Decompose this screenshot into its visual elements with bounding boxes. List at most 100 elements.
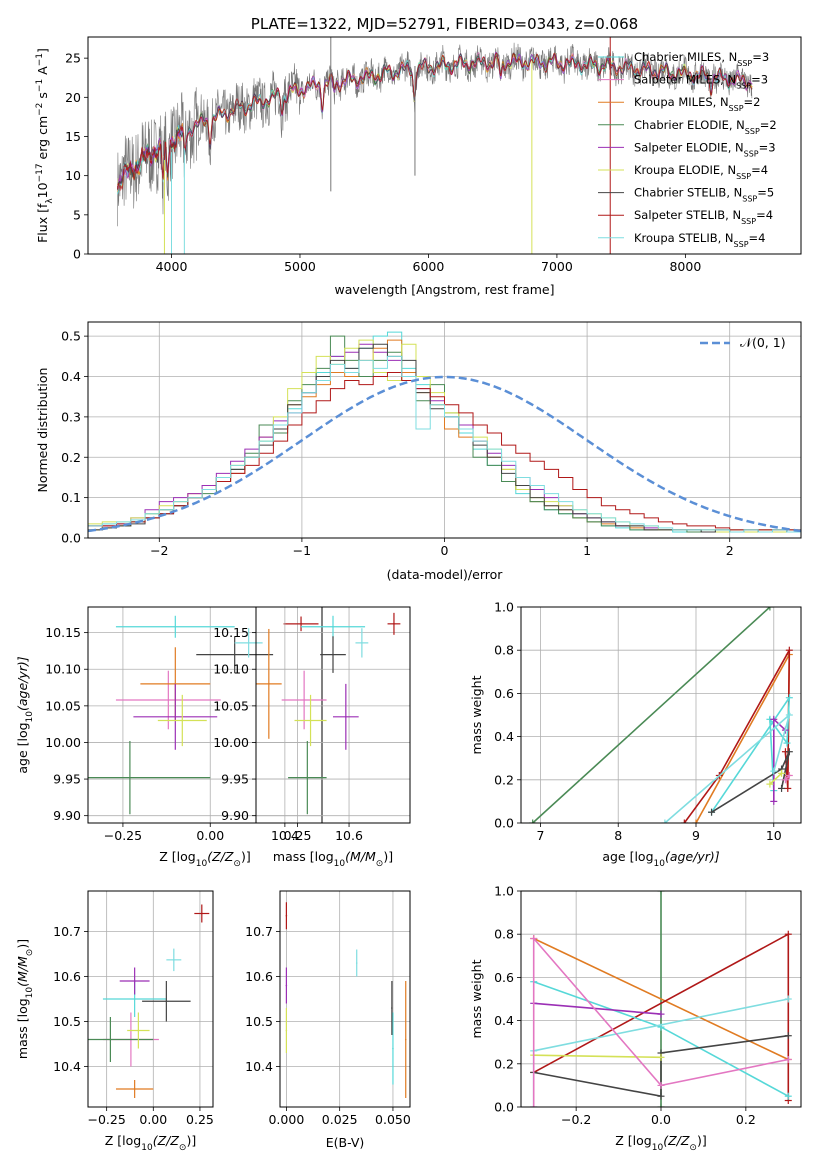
x-tick-label: −2: [150, 543, 168, 558]
age_vs_mass-panel: 10.4 10.6 9.90 9.95 10.00 10.05 10.10 10.15 mass…: [213, 606, 411, 869]
y-tick-label: 1.0: [494, 884, 514, 899]
label-part: λ: [45, 198, 55, 204]
y-tick-label: 0.6: [494, 970, 514, 985]
data-point: [303, 699, 305, 701]
normal-curve-line: [88, 375, 801, 533]
weight_vs_Z-panel: −0.2 0.0 0.2 0.0 0.2 0.4 0.6 0.8 1.0 Z [log10(Z/Z…: [469, 884, 802, 1153]
x-tick-label: 0: [441, 543, 449, 558]
data-point: [391, 1007, 393, 1009]
data-point: [167, 699, 170, 701]
data-point: [165, 1000, 168, 1003]
y-axis-label: age [log10(age/yr)]: [15, 656, 35, 773]
label-part: Z [log: [159, 849, 195, 864]
label-part: Salpeter ELODIE, N: [634, 140, 744, 154]
label-part: age [log: [15, 722, 30, 773]
label-part: 10: [654, 859, 666, 869]
data-point: [355, 962, 358, 964]
x-tick-label: −1: [293, 543, 311, 558]
weight-line: [769, 772, 783, 785]
data-point: [332, 653, 334, 656]
y-tick-label: 10.6: [53, 969, 81, 984]
y-tick-label: 10.7: [245, 924, 273, 939]
label-part: (M/M: [15, 956, 30, 987]
y-tick-label: 0.8: [494, 927, 514, 942]
y-tick-label: 0.4: [494, 1013, 514, 1028]
x-tick-label: 0.050: [375, 1112, 411, 1127]
y-tick-label: 10.15: [213, 625, 249, 640]
y-tick-label: 10.4: [53, 1059, 81, 1074]
mass_vs_Z-plot-area: [88, 904, 210, 1098]
label-part: SSP: [734, 239, 749, 248]
data-point: [345, 716, 347, 718]
label-part: −2: [35, 103, 45, 116]
y-tick-label: 10.05: [45, 698, 81, 713]
weight-line: [532, 936, 789, 1107]
legend-entry: Kroupa ELODIE, NSSP=4: [634, 163, 768, 181]
age_vs_Z-panel: −0.25 0.00 0.25 9.90 9.95 10.00 10.05 10.10 10.1…: [15, 606, 323, 869]
legend-entry: 𝒩(0, 1): [740, 335, 786, 350]
label-part: Salpeter STELIB, N: [634, 208, 741, 222]
x-tick-label: 0.00: [196, 828, 224, 843]
legend-entry: Salpeter STELIB, NSSP=4: [634, 208, 773, 226]
data-point: [133, 980, 136, 982]
label-part: −17: [35, 163, 45, 182]
label-part: ⊙: [689, 1143, 697, 1153]
data-point: [404, 1038, 407, 1041]
legend-entry: Chabrier ELODIE, NSSP=2: [634, 118, 777, 136]
y-tick-label: 10.7: [53, 924, 81, 939]
label-part: )]: [697, 1133, 707, 1148]
x-tick-label: 8000: [669, 259, 701, 274]
axes-frame: [520, 606, 802, 824]
label-part: A: [35, 66, 50, 79]
y-tick-label: 9.95: [221, 772, 249, 787]
x-axis-label: Z [log10(Z/Z⊙)]: [615, 1133, 706, 1153]
y-tick-label: 0.8: [494, 643, 514, 658]
y-tick-label: 10.10: [45, 662, 81, 677]
label-part: =4: [749, 231, 766, 245]
data-point: [247, 642, 250, 644]
label-part: ⊙: [25, 949, 35, 957]
label-part: SSP: [729, 104, 744, 113]
axes-frame: [279, 890, 411, 1108]
label-part: Kroupa STELIB, N: [634, 231, 734, 245]
mass_vs_ebv-panel: 0.000 0.025 0.050 10.4 10.5 10.6 10.7: [245, 890, 411, 1127]
y-tick-label: 10.10: [213, 662, 249, 677]
label-part: SSP: [737, 59, 752, 68]
y-tick-label: 20: [65, 90, 81, 105]
y-tick-label: 0.2: [61, 450, 81, 465]
x-tick-label: 0.025: [322, 1112, 358, 1127]
x-axis-label: (data-model)/error: [387, 567, 504, 582]
label-part: ]: [35, 48, 50, 53]
data-point: [332, 625, 334, 628]
data-point: [285, 1029, 288, 1032]
x-axis-label: E(B-V): [326, 1135, 365, 1150]
y-tick-label: 25: [65, 51, 81, 66]
y-axis-label: Normed distribution: [35, 368, 50, 493]
data-point: [133, 1088, 136, 1090]
label-part: Z [log: [105, 1133, 141, 1148]
label-part: ⊙: [233, 859, 241, 869]
label-part: (Z/Z: [207, 849, 234, 864]
x-axis-label: Z [log10(Z/Z⊙)]: [159, 849, 250, 869]
weight-line: [533, 1054, 662, 1059]
label-part: 10: [25, 987, 35, 999]
label-part: Kroupa MILES, N: [634, 95, 729, 109]
y-axis-label: Flux [fλ10−17 erg cm−2 s−1 A−1]: [35, 48, 55, 243]
data-point: [392, 1047, 394, 1050]
mass_vs_ebv-plot-area: [285, 902, 407, 1098]
y-tick-label: 0.4: [61, 369, 81, 384]
y-tick-label: 0.0: [494, 1100, 514, 1115]
y-tick-label: 0: [73, 247, 81, 262]
y-tick-label: 10.00: [45, 735, 81, 750]
label-part: Chabrier ELODIE, N: [634, 118, 745, 132]
label-part: =3: [759, 140, 776, 154]
data-point: [129, 776, 131, 779]
x-tick-label: 0.000: [268, 1112, 304, 1127]
label-part: age [log: [602, 849, 653, 864]
label-part: (age/yr)]: [15, 656, 30, 711]
label-part: =2: [760, 118, 777, 132]
y-tick-label: 0.1: [61, 490, 81, 505]
